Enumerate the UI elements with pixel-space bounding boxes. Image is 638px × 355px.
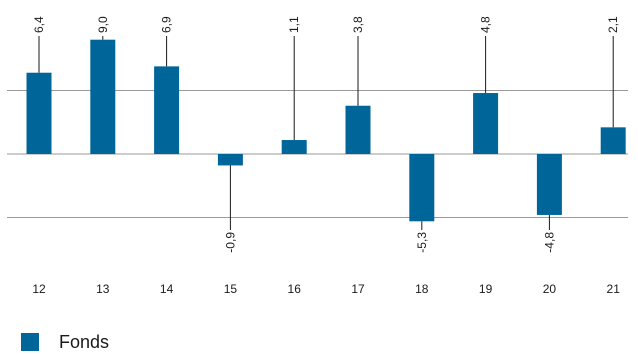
bar: [26, 72, 52, 154]
legend: Fonds: [21, 333, 109, 351]
x-tick-label: 16: [288, 282, 302, 296]
x-tick-label: 21: [607, 282, 621, 296]
data-label: -0,9: [223, 232, 237, 253]
data-label: 4,8: [479, 16, 493, 33]
bar: [536, 154, 562, 215]
bar-chart: 6,4 12 9,0 13 6,9 14 -0,9 15 1,1 16 3,8 17 -5,3 18 4,8…: [7, 16, 628, 296]
bar: [409, 154, 435, 222]
bar: [217, 154, 243, 166]
x-tick-label: 18: [415, 282, 429, 296]
x-tick-label: 13: [96, 282, 110, 296]
bar: [154, 66, 180, 154]
x-tick-label: 17: [351, 282, 365, 296]
x-tick-label: 15: [224, 282, 238, 296]
bar: [281, 140, 307, 154]
bar: [345, 105, 371, 154]
data-label: 2,1: [606, 16, 620, 33]
x-tick-label: 20: [543, 282, 557, 296]
bar: [90, 39, 116, 155]
data-label: 6,9: [160, 16, 174, 33]
legend-swatch-fonds: [21, 333, 39, 351]
data-label: 9,0: [96, 16, 110, 33]
data-label: 6,4: [32, 16, 46, 33]
legend-label-fonds: Fonds: [59, 332, 110, 352]
x-tick-label: 14: [160, 282, 174, 296]
data-label: 1,1: [287, 16, 301, 33]
x-tick-label: 12: [32, 282, 46, 296]
data-label: -4,8: [542, 232, 556, 253]
bar: [473, 93, 499, 154]
data-label: -5,3: [415, 232, 429, 253]
data-label: 3,8: [351, 16, 365, 33]
x-tick-label: 19: [479, 282, 493, 296]
bar: [600, 127, 626, 154]
